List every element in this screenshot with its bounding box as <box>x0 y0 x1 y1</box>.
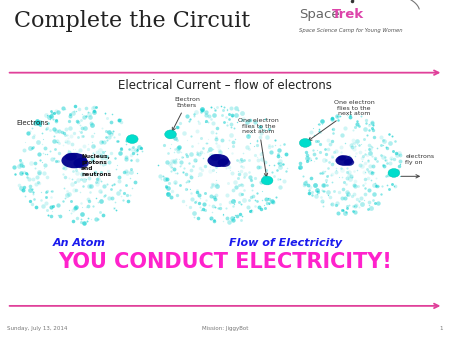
Text: 1: 1 <box>440 326 443 331</box>
Text: electrons
fly on: electrons fly on <box>405 154 434 165</box>
Text: One electron
flies to the
next atom: One electron flies to the next atom <box>308 100 374 141</box>
Text: Nucleus,
protons
and
neutrons: Nucleus, protons and neutrons <box>81 154 111 177</box>
Text: Space: Space <box>299 8 340 21</box>
Text: Complete the Circuit: Complete the Circuit <box>14 10 250 32</box>
Circle shape <box>299 139 311 147</box>
Ellipse shape <box>336 155 353 166</box>
Ellipse shape <box>338 155 346 161</box>
Circle shape <box>165 130 176 139</box>
Text: Electrical Current – flow of electrons: Electrical Current – flow of electrons <box>118 79 332 92</box>
Circle shape <box>261 176 273 185</box>
Ellipse shape <box>61 153 87 168</box>
Ellipse shape <box>73 158 89 168</box>
Text: YOU CONDUCT ELECTRICITY!: YOU CONDUCT ELECTRICITY! <box>58 252 392 272</box>
Ellipse shape <box>210 154 220 161</box>
Ellipse shape <box>207 154 229 167</box>
Text: Mission: JiggyBot: Mission: JiggyBot <box>202 326 248 331</box>
Text: Electron
Enters: Electron Enters <box>172 97 200 131</box>
Text: An Atom: An Atom <box>52 238 105 248</box>
Text: One electron
flies to the
next atom: One electron flies to the next atom <box>238 118 279 177</box>
Ellipse shape <box>344 159 354 166</box>
Circle shape <box>126 135 138 143</box>
Text: Electrons: Electrons <box>17 120 49 125</box>
Circle shape <box>388 169 400 177</box>
Ellipse shape <box>65 153 77 161</box>
Text: Space Science Camp for Young Women: Space Science Camp for Young Women <box>299 28 403 33</box>
Ellipse shape <box>217 159 230 167</box>
Text: Flow of Electricity: Flow of Electricity <box>229 238 342 248</box>
Text: Trek: Trek <box>332 8 364 21</box>
Text: Sunday, July 13, 2014: Sunday, July 13, 2014 <box>7 326 67 331</box>
